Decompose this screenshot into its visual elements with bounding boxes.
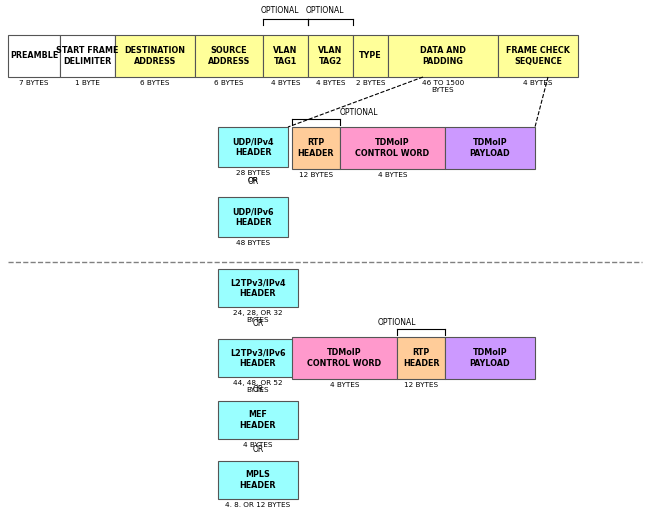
- Text: UDP/IPv4
HEADER: UDP/IPv4 HEADER: [232, 137, 274, 157]
- Text: SOURCE
ADDRESS: SOURCE ADDRESS: [208, 46, 250, 66]
- Bar: [263, 35, 308, 77]
- Text: TYPE: TYPE: [359, 52, 382, 60]
- Text: RTP
HEADER: RTP HEADER: [403, 348, 439, 368]
- Text: 48 BYTES: 48 BYTES: [236, 240, 270, 246]
- Bar: [445, 127, 535, 169]
- Text: MEF
HEADER: MEF HEADER: [240, 410, 276, 430]
- Text: UDP/IPv6
HEADER: UDP/IPv6 HEADER: [232, 207, 274, 227]
- Text: OR: OR: [248, 177, 259, 187]
- Text: 1 BYTE: 1 BYTE: [75, 80, 100, 86]
- Bar: [292, 337, 397, 379]
- Text: OR: OR: [252, 318, 264, 328]
- Text: OPTIONAL: OPTIONAL: [378, 318, 416, 327]
- Bar: [115, 35, 195, 77]
- Text: OR: OR: [252, 446, 264, 454]
- Bar: [8, 35, 60, 77]
- Text: 24, 28, OR 32
BYTES: 24, 28, OR 32 BYTES: [233, 310, 283, 323]
- Text: TDMoIP
CONTROL WORD: TDMoIP CONTROL WORD: [307, 348, 382, 368]
- Text: 4, 8, OR 12 BYTES: 4, 8, OR 12 BYTES: [226, 502, 291, 507]
- Text: RTP
HEADER: RTP HEADER: [298, 138, 334, 158]
- Text: TDMoIP
CONTROL WORD: TDMoIP CONTROL WORD: [356, 138, 430, 158]
- Text: DATA AND
PADDING: DATA AND PADDING: [420, 46, 466, 66]
- Text: VLAN
TAG1: VLAN TAG1: [273, 46, 298, 66]
- Text: 28 BYTES
OR: 28 BYTES OR: [236, 170, 270, 183]
- Text: 4 BYTES: 4 BYTES: [523, 80, 552, 86]
- Text: 44, 48, OR 52
BYTES: 44, 48, OR 52 BYTES: [233, 380, 283, 393]
- Text: FRAME CHECK
SEQUENCE: FRAME CHECK SEQUENCE: [506, 46, 570, 66]
- Text: 12 BYTES: 12 BYTES: [299, 172, 333, 178]
- Text: OPTIONAL: OPTIONAL: [340, 108, 378, 117]
- Bar: [218, 401, 298, 439]
- Bar: [340, 127, 445, 169]
- Text: OR: OR: [252, 384, 264, 393]
- Bar: [388, 35, 498, 77]
- Text: 4 BYTES: 4 BYTES: [271, 80, 300, 86]
- Text: 4 BYTES: 4 BYTES: [330, 382, 359, 388]
- Bar: [292, 127, 340, 169]
- Text: 7 BYTES: 7 BYTES: [20, 80, 49, 86]
- Text: 4 BYTES: 4 BYTES: [243, 442, 273, 448]
- Text: OPTIONAL: OPTIONAL: [306, 6, 345, 15]
- Text: START FRAME
DELIMITER: START FRAME DELIMITER: [57, 46, 119, 66]
- Bar: [397, 337, 445, 379]
- Text: PREAMBLE: PREAMBLE: [10, 52, 58, 60]
- Bar: [445, 337, 535, 379]
- Text: 6 BYTES: 6 BYTES: [140, 80, 170, 86]
- Text: L2TPv3/IPv4
HEADER: L2TPv3/IPv4 HEADER: [230, 278, 286, 298]
- Bar: [498, 35, 578, 77]
- Bar: [353, 35, 388, 77]
- Text: DESTINATION
ADDRESS: DESTINATION ADDRESS: [125, 46, 185, 66]
- Text: 6 BYTES: 6 BYTES: [214, 80, 244, 86]
- Text: 4 BYTES: 4 BYTES: [378, 172, 408, 178]
- Text: 12 BYTES: 12 BYTES: [404, 382, 438, 388]
- Bar: [195, 35, 263, 77]
- Text: L2TPv3/IPv6
HEADER: L2TPv3/IPv6 HEADER: [230, 348, 286, 368]
- Bar: [308, 35, 353, 77]
- Bar: [218, 127, 288, 167]
- Text: TDMoIP
PAYLOAD: TDMoIP PAYLOAD: [470, 138, 510, 158]
- Text: 4 BYTES: 4 BYTES: [316, 80, 345, 86]
- Bar: [60, 35, 115, 77]
- Bar: [218, 197, 288, 237]
- Bar: [218, 339, 298, 377]
- Text: OPTIONAL: OPTIONAL: [261, 6, 299, 15]
- Bar: [218, 461, 298, 499]
- Bar: [218, 269, 298, 307]
- Text: TDMoIP
PAYLOAD: TDMoIP PAYLOAD: [470, 348, 510, 368]
- Text: 46 TO 1500
BYTES: 46 TO 1500 BYTES: [422, 80, 464, 93]
- Text: 2 BYTES: 2 BYTES: [356, 80, 385, 86]
- Text: VLAN
TAG2: VLAN TAG2: [318, 46, 343, 66]
- Text: MPLS
HEADER: MPLS HEADER: [240, 470, 276, 490]
